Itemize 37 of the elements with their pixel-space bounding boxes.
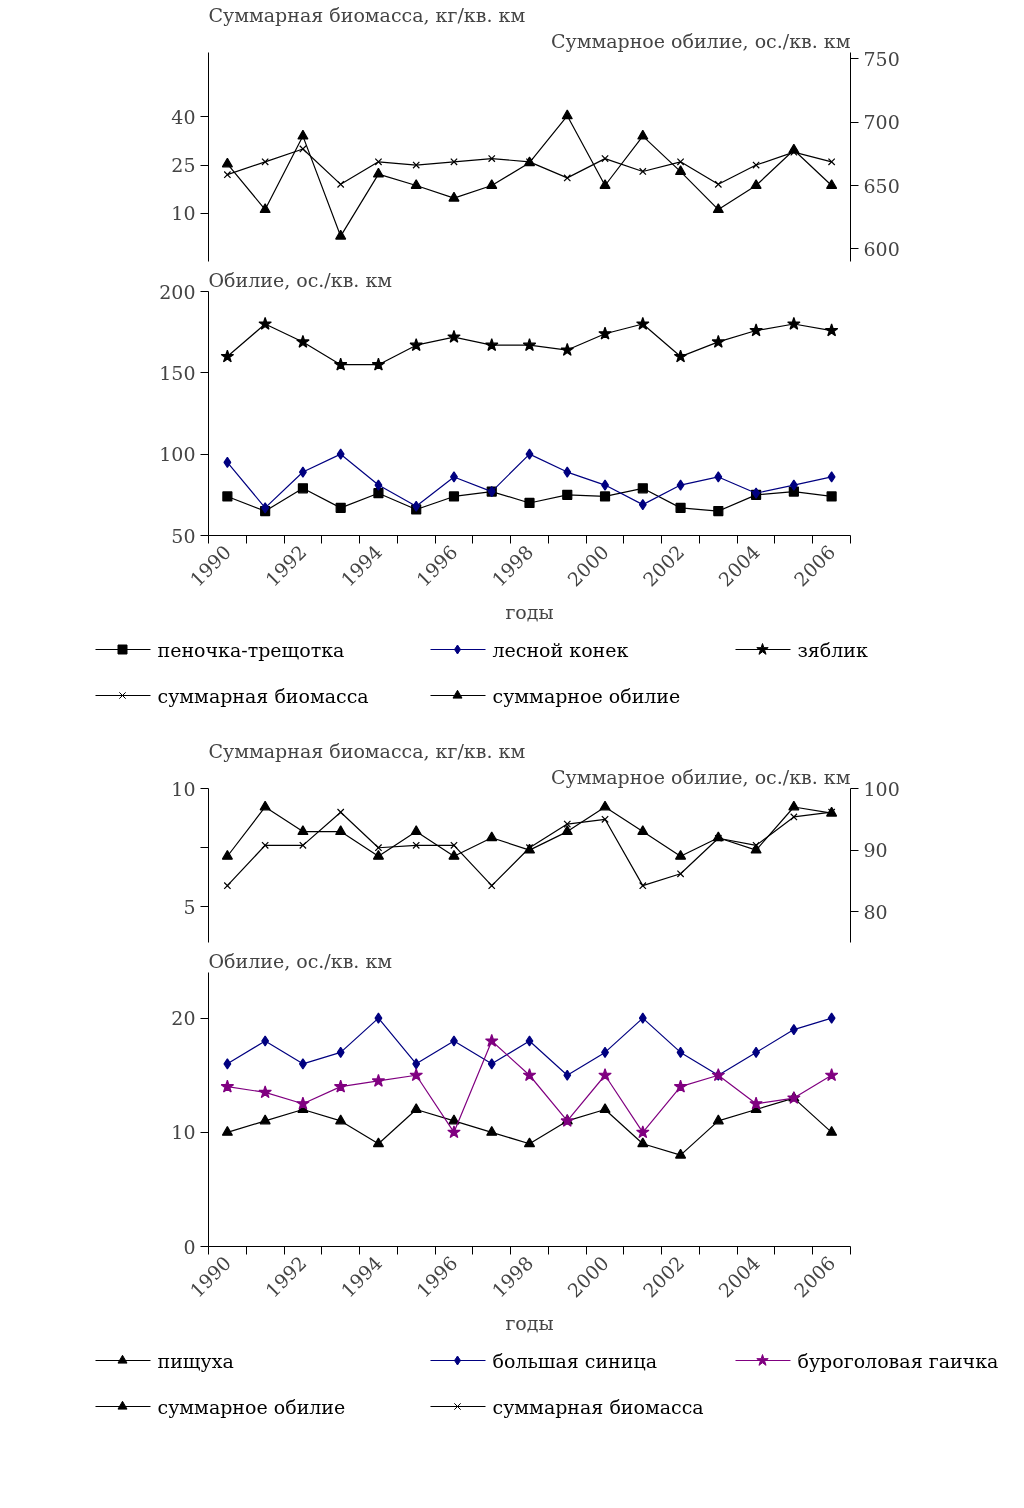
legend-label: лесной конек <box>492 638 629 661</box>
legend-label: суммарное обилие <box>157 1395 346 1418</box>
y2-axis-title: Суммарное обилие, ос./кв. км <box>550 765 851 788</box>
y2-tick-label: 650 <box>863 174 900 197</box>
y2-tick-label: 100 <box>863 777 900 800</box>
legend-label: суммарная биомасса <box>157 684 369 707</box>
legend-label: суммарная биомасса <box>492 1395 704 1418</box>
y-axis-title: Суммарная биомасса, кг/кв. км <box>208 739 526 762</box>
legend-label: буроголовая гаичка <box>797 1349 999 1372</box>
y-tick-label: 40 <box>171 105 196 128</box>
y-tick-label: 50 <box>171 524 196 547</box>
y-axis-title: Обилие, ос./кв. км <box>208 949 393 972</box>
y2-axis-title: Суммарное обилие, ос./кв. км <box>550 29 851 52</box>
y-tick-label: 25 <box>171 154 196 177</box>
y-tick-label: 10 <box>171 777 196 800</box>
y2-tick-label: 80 <box>863 900 888 923</box>
y2-tick-label: 600 <box>863 237 900 260</box>
y-tick-label: 100 <box>159 443 196 466</box>
y2-tick-label: 90 <box>863 839 888 862</box>
y-axis-title: Суммарная биомасса, кг/кв. км <box>208 3 526 26</box>
y-tick-label: 10 <box>171 202 196 225</box>
y-tick-label: 200 <box>159 280 196 303</box>
x-axis-title: годы <box>505 600 554 623</box>
y-tick-label: 150 <box>159 361 196 384</box>
legend-label: пищуха <box>157 1349 234 1372</box>
y2-tick-label: 750 <box>863 47 900 70</box>
legend-label: пеночка-трещотка <box>157 638 345 661</box>
legend-label: суммарное обилие <box>492 684 681 707</box>
legend-label: большая синица <box>492 1349 657 1372</box>
y-axis-title: Обилие, ос./кв. км <box>208 268 393 291</box>
y-tick-label: 20 <box>171 1007 196 1030</box>
y-tick-label: 5 <box>183 895 196 918</box>
legend-label: зяблик <box>797 638 869 661</box>
x-axis-title: годы <box>505 1311 554 1334</box>
y-tick-label: 0 <box>183 1235 196 1258</box>
y-tick-label: 10 <box>171 1121 196 1144</box>
y2-tick-label: 700 <box>863 111 900 134</box>
